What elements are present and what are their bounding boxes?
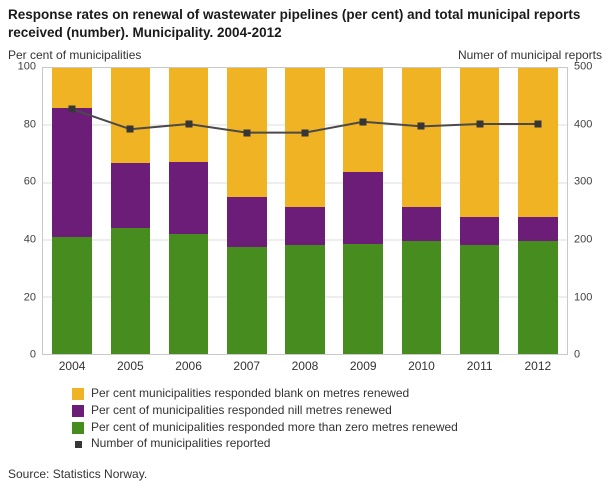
legend-label: Per cent of municipalities responded nil… <box>91 402 392 417</box>
y-axis-left: 0 20 40 60 80 100 <box>8 61 42 360</box>
x-tick-label: 2006 <box>175 359 202 374</box>
line-marker <box>68 105 76 113</box>
line-marker <box>301 129 309 137</box>
x-tick-label: 2008 <box>291 359 319 374</box>
bar-segment <box>168 233 209 355</box>
line-marker <box>243 129 251 137</box>
stacked-bar <box>168 68 209 355</box>
bar-segment <box>52 68 92 109</box>
plot-area <box>42 67 568 356</box>
bar-segment <box>110 68 151 163</box>
bar-segment <box>285 245 325 355</box>
bar-segment <box>110 228 151 355</box>
legend-label: Per cent municipalities responded blank … <box>91 386 410 401</box>
chart-legend: Per cent municipalities responded blank … <box>72 386 602 451</box>
bar-segment <box>518 68 558 217</box>
line-marker <box>476 120 484 128</box>
left-axis-title: Per cent of municipalities <box>8 48 142 63</box>
bar-group-2009 <box>334 68 392 355</box>
legend-label: Per cent of municipalities responded mor… <box>91 419 458 434</box>
legend-item: Per cent of municipalities responded mor… <box>72 419 602 435</box>
bar-segment <box>168 162 209 234</box>
x-tick-label: 2004 <box>58 359 86 374</box>
legend-color-swatch <box>72 421 84 434</box>
stacked-bar <box>459 68 500 355</box>
bar-segment <box>459 245 500 355</box>
x-tick-label: 2012 <box>524 359 552 374</box>
stacked-bar <box>226 68 267 355</box>
legend-item: Per cent of municipalities responded nil… <box>72 402 602 418</box>
y-tick-left: 0 <box>29 348 36 361</box>
bar-segment <box>110 162 151 229</box>
bar-segment <box>285 68 325 207</box>
bar-segment <box>518 216 558 242</box>
y-tick-right: 400 <box>574 118 593 131</box>
bar-group-2008 <box>276 68 334 355</box>
line-marker <box>417 122 425 130</box>
bar-segment <box>52 236 92 355</box>
bar-segment <box>401 68 442 207</box>
x-tick-label: 2009 <box>349 359 377 374</box>
x-axis-labels: 2004 2005 2006 2007 2008 2009 2010 2011 2012 <box>43 359 567 373</box>
stacked-bar <box>285 68 325 355</box>
chart-area: 0 20 40 60 80 100 0 100 200 300 400 500 <box>8 61 602 360</box>
x-tick-label: 2011 <box>466 359 493 374</box>
line-marker <box>185 120 193 128</box>
bar-segment <box>226 196 267 247</box>
line-marker <box>359 118 367 126</box>
bar-segment <box>168 68 209 163</box>
y-tick-left: 20 <box>23 291 36 303</box>
bar-segment <box>226 246 267 355</box>
bar-segment <box>401 241 442 355</box>
bar-group-2011 <box>451 68 509 355</box>
stacked-bar <box>518 68 558 355</box>
bar-segment <box>459 216 500 246</box>
x-tick-label: 2005 <box>116 359 144 374</box>
source-note: Source: Statistics Norway. <box>8 467 148 482</box>
bar-group-2012 <box>509 68 567 355</box>
bar-segment <box>459 68 500 217</box>
bar-segment <box>52 108 92 237</box>
y-tick-right: 100 <box>574 291 593 303</box>
y-axis-right: 0 100 200 300 400 500 <box>568 61 602 360</box>
y-tick-left: 40 <box>23 233 36 246</box>
chart-title: Response rates on renewal of wastewater … <box>8 7 581 40</box>
line-marker <box>534 120 542 128</box>
bar-segment <box>343 243 383 355</box>
y-tick-right: 200 <box>574 233 593 246</box>
y-tick-left: 80 <box>23 118 36 131</box>
bar-segment <box>518 241 558 355</box>
legend-marker-swatch <box>72 438 84 450</box>
stacked-bar <box>343 68 383 355</box>
bar-group-2010 <box>392 68 450 355</box>
x-tick-label: 2010 <box>408 359 435 374</box>
y-tick-right: 500 <box>574 60 593 73</box>
legend-item: Number of municipalities reported <box>72 437 602 451</box>
axis-titles-row: Per cent of municipalities Numer of muni… <box>8 48 602 62</box>
stacked-bar <box>401 68 442 355</box>
y-tick-left: 100 <box>17 60 36 73</box>
stacked-bar <box>110 68 151 355</box>
bar-group-2006 <box>159 68 217 355</box>
x-tick-label: 2007 <box>233 359 261 374</box>
line-marker <box>126 125 134 133</box>
bar-group-2005 <box>101 68 159 355</box>
y-tick-right: 0 <box>574 348 581 361</box>
y-tick-right: 300 <box>574 175 593 188</box>
legend-label: Number of municipalities reported <box>91 436 271 451</box>
bar-segment <box>343 172 383 244</box>
bar-segment <box>285 206 325 246</box>
legend-color-swatch <box>72 404 84 417</box>
bar-segment <box>401 206 442 242</box>
y-tick-left: 60 <box>23 175 36 188</box>
legend-item: Per cent municipalities responded blank … <box>72 386 602 401</box>
bar-group-2007 <box>218 68 276 355</box>
right-axis-title: Numer of municipal reports <box>457 48 602 63</box>
legend-color-swatch <box>72 387 84 400</box>
